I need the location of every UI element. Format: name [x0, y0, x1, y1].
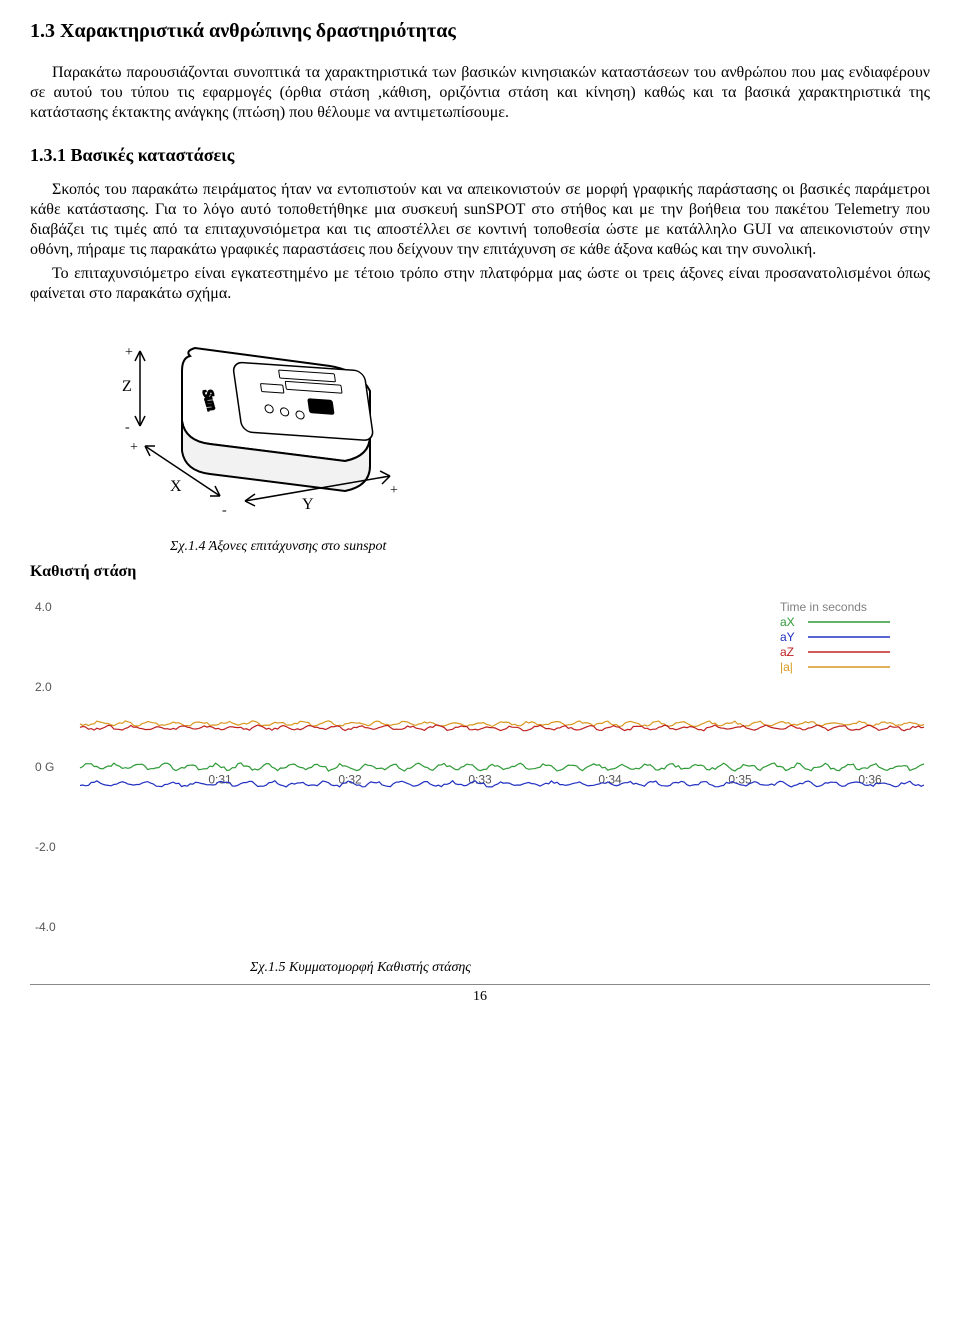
svg-text:|a|: |a| [780, 660, 793, 674]
paragraph-2: Σκοπός του παρακάτω πειράματος ήταν να ε… [30, 180, 930, 260]
svg-text:aX: aX [780, 615, 795, 629]
page-number: 16 [30, 984, 930, 1005]
posture-heading: Καθιστή στάση [30, 563, 930, 581]
svg-text:Time in seconds: Time in seconds [780, 600, 867, 614]
svg-text:0 G: 0 G [35, 760, 54, 774]
subsection-heading: 1.3.1 Βασικές καταστάσεις [30, 145, 930, 166]
svg-text:-: - [125, 420, 130, 435]
axis-y-label: Y [302, 496, 314, 513]
svg-text:-: - [222, 503, 227, 518]
figure1-caption: Σχ.1.4 Άξονες επιτάχυνσης στο sunspot [170, 539, 930, 555]
svg-text:aY: aY [780, 630, 795, 644]
svg-text:+: + [390, 483, 398, 498]
svg-text:0:33: 0:33 [468, 773, 492, 787]
svg-text:-4.0: -4.0 [35, 920, 56, 934]
axis-x-label: X [170, 478, 182, 495]
waveform-chart: 4.02.00 G-2.0-4.00:310:320:330:340:350:3… [30, 587, 930, 952]
svg-text:-2.0: -2.0 [35, 840, 56, 854]
figure2-caption: Σχ.1.5 Κυμματομορφή Καθιστής στάσης [250, 960, 930, 976]
svg-text:+: + [125, 345, 133, 360]
svg-text:4.0: 4.0 [35, 600, 52, 614]
svg-text:2.0: 2.0 [35, 680, 52, 694]
svg-text:aZ: aZ [780, 645, 794, 659]
device-figure: Sun + Z - + X - Y + [70, 316, 930, 531]
paragraph-3: Το επιταχυνσιόμετρο είναι εγκατεστημένο … [30, 264, 930, 304]
section-heading: 1.3 Χαρακτηριστικά ανθρώπινης δραστηριότ… [30, 20, 930, 43]
paragraph-1: Παρακάτω παρουσιάζονται συνοπτικά τα χαρ… [30, 63, 930, 123]
svg-text:0:34: 0:34 [598, 773, 622, 787]
axis-z-label: Z [122, 378, 132, 395]
svg-text:+: + [130, 440, 138, 455]
